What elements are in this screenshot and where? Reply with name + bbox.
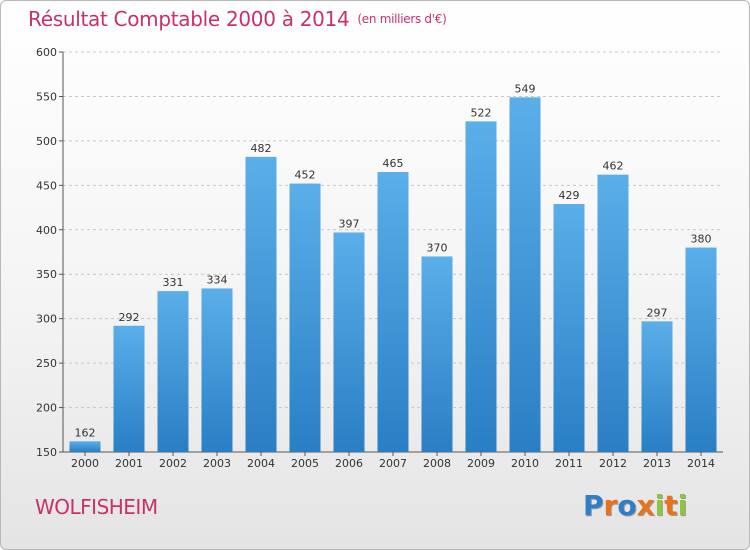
bar-value-label: 462 (603, 160, 624, 173)
x-tick-label: 2008 (423, 457, 451, 470)
bar-value-label: 297 (647, 306, 668, 319)
bar-value-label: 452 (295, 169, 316, 182)
logo-letter: o (617, 489, 637, 522)
y-tick-label: 300 (36, 313, 57, 326)
x-tick-label: 2007 (379, 457, 407, 470)
y-tick-label: 550 (36, 90, 57, 103)
bar-value-label: 334 (207, 273, 228, 286)
y-tick-label: 150 (36, 446, 57, 459)
bar (377, 172, 409, 452)
bar (113, 325, 145, 452)
logo-letter: P (583, 489, 604, 522)
x-tick-label: 2000 (71, 457, 99, 470)
bar-value-label: 549 (515, 82, 536, 95)
bar (509, 97, 541, 452)
logo-letter: i (677, 489, 688, 522)
x-tick-label: 2009 (467, 457, 495, 470)
chart-subtitle: (en milliers d'€) (357, 12, 447, 26)
bar (641, 321, 673, 452)
bar-value-label: 465 (383, 157, 404, 170)
bar-value-label: 429 (559, 189, 580, 202)
chart-title: Résultat Comptable 2000 à 2014 (en millie… (28, 7, 447, 31)
x-tick-label: 2013 (643, 457, 671, 470)
x-tick-label: 2014 (687, 457, 715, 470)
bar (157, 291, 189, 452)
bar-value-label: 522 (471, 106, 492, 119)
y-tick-label: 400 (36, 224, 57, 237)
proxiti-logo[interactable]: Proxiti (583, 489, 687, 522)
bar (553, 204, 585, 452)
bar-value-label: 370 (427, 241, 448, 254)
bar (685, 247, 717, 452)
bar (597, 174, 629, 452)
bar (201, 288, 233, 452)
bar (289, 183, 321, 453)
x-tick-label: 2001 (115, 457, 143, 470)
logo-letter: r (603, 489, 618, 522)
bars (69, 97, 717, 453)
bar-value-label: 397 (339, 217, 360, 230)
y-tick-label: 450 (36, 179, 57, 192)
logo-letter: i (654, 489, 665, 522)
x-tick-label: 2004 (247, 457, 275, 470)
bar (69, 441, 101, 452)
y-tick-label: 250 (36, 357, 57, 370)
bar-value-label: 380 (691, 233, 712, 246)
bar-value-label: 162 (75, 426, 96, 439)
x-tick-label: 2006 (335, 457, 363, 470)
bar (245, 156, 277, 452)
bar (333, 232, 365, 452)
bar-value-label: 331 (163, 276, 184, 289)
y-tick-label: 500 (36, 135, 57, 148)
chart-title-text: Résultat Comptable 2000 à 2014 (28, 7, 350, 31)
y-tick-label: 600 (36, 46, 57, 59)
x-tick-label: 2010 (511, 457, 539, 470)
logo-letter: t (664, 489, 678, 522)
x-tick-label: 2002 (159, 457, 187, 470)
x-tick-label: 2012 (599, 457, 627, 470)
x-tick-label: 2011 (555, 457, 583, 470)
x-tick-label: 2003 (203, 457, 231, 470)
y-tick-label: 200 (36, 402, 57, 415)
x-tick-label: 2005 (291, 457, 319, 470)
axes: 150 200 250 300 350 400 450 500 550 600 2000 2001 20… (36, 46, 723, 470)
data-labels: 162 292 331 334 482 452 397 465 370 522 549 429 462 2… (75, 82, 712, 439)
place-name: WOLFISHEIM (35, 495, 158, 519)
bar (421, 256, 453, 452)
bar (465, 121, 497, 452)
bar-value-label: 292 (119, 311, 140, 324)
logo-letter: x (636, 489, 655, 522)
bar-value-label: 482 (251, 142, 272, 155)
y-tick-label: 350 (36, 268, 57, 281)
